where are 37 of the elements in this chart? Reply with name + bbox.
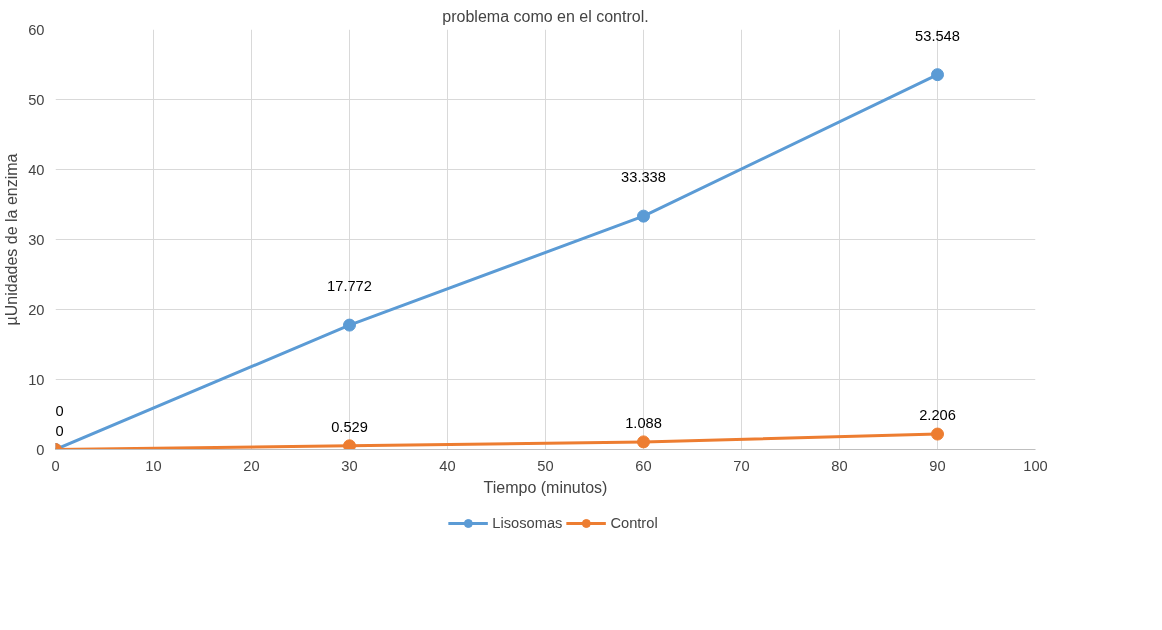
x-axis-title: Tiempo (minutos): [483, 478, 608, 496]
x-tick-label: 0: [51, 457, 60, 474]
x-tick-label: 60: [635, 457, 652, 474]
point: [343, 439, 356, 450]
y-tick-label: 30: [28, 231, 45, 248]
point: [637, 435, 650, 449]
y-tick-label: 0: [36, 441, 45, 458]
x-tick-label: 80: [831, 457, 848, 474]
x-tick-label: 90: [929, 457, 946, 474]
point: [931, 427, 944, 441]
data-label: 53.548: [915, 27, 960, 44]
data-label: 1.088: [625, 414, 662, 431]
x-tick-label: 30: [341, 457, 358, 474]
y-tick-label: 60: [28, 21, 45, 38]
chart-title: problema como en el control.: [442, 7, 649, 25]
data-label: 0.529: [331, 418, 368, 435]
legend-label: Lisosomas: [492, 515, 563, 531]
y-tick-label: 10: [28, 371, 45, 388]
y-tick-label: 20: [28, 301, 45, 318]
y-axis-title: µUnidades de la enzima: [3, 153, 21, 326]
data-label: 0: [55, 422, 64, 439]
x-tick-label: 40: [439, 457, 456, 474]
legend-label: Control: [610, 515, 658, 531]
y-tick-label: 50: [28, 91, 45, 108]
data-label: 0: [55, 402, 64, 419]
x-tick-label: 100: [1023, 457, 1048, 474]
x-tick-label: 70: [733, 457, 750, 474]
x-tick-label: 10: [145, 457, 162, 474]
data-label: 33.338: [621, 169, 666, 186]
data-label: 17.772: [327, 278, 372, 295]
x-tick-label: 50: [537, 457, 554, 474]
point: [343, 318, 356, 332]
data-label: 2.206: [919, 407, 956, 424]
point: [637, 209, 650, 223]
y-tick-label: 40: [28, 161, 45, 178]
point: [931, 68, 944, 82]
x-tick-label: 20: [243, 457, 260, 474]
